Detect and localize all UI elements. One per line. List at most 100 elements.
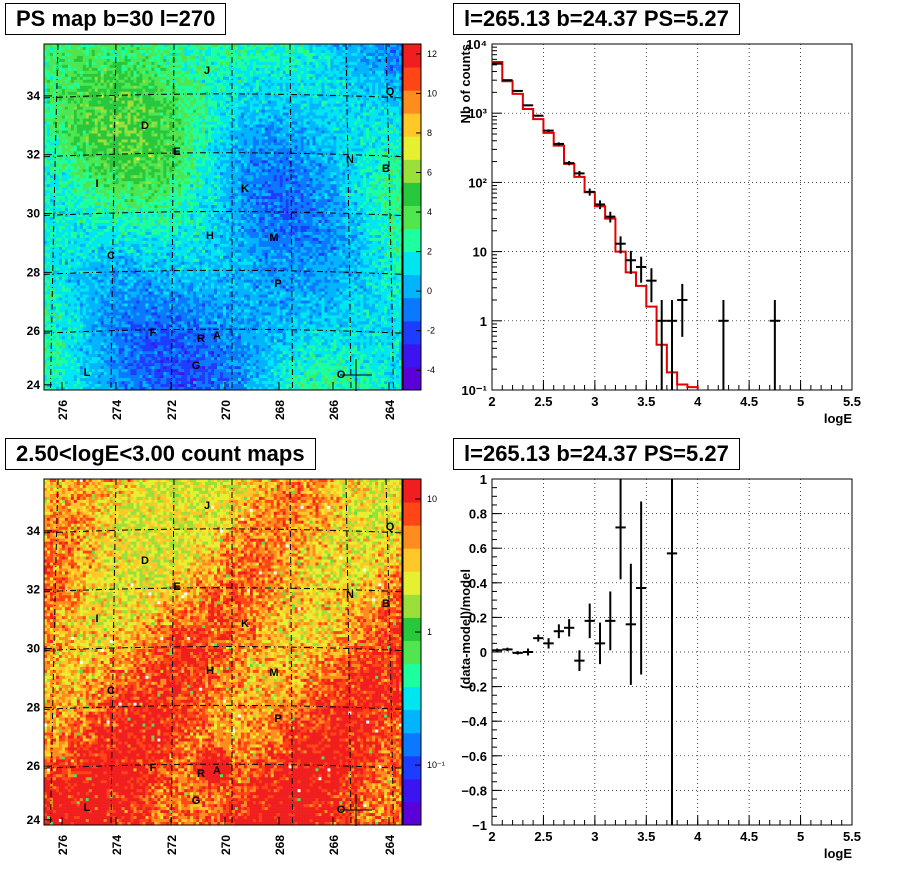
map-pixel — [118, 160, 122, 164]
map-pixel — [127, 100, 131, 104]
map-pixel — [67, 139, 72, 143]
map-pixel — [240, 112, 245, 116]
map-pixel — [309, 85, 313, 90]
map-pixel — [124, 136, 128, 140]
map-pixel — [55, 133, 60, 137]
map-pixel — [91, 55, 96, 60]
map-pixel — [44, 133, 48, 137]
map-pixel — [154, 109, 158, 113]
map-pixel — [315, 130, 319, 134]
map-pixel — [393, 55, 397, 60]
map-pixel — [154, 124, 158, 128]
map-pixel — [166, 97, 170, 101]
map-pixel — [151, 142, 155, 146]
map-pixel — [49, 52, 54, 57]
map-pixel — [70, 160, 75, 164]
map-pixel — [297, 91, 301, 95]
map-pixel — [106, 148, 110, 152]
map-pixel — [348, 76, 352, 81]
map-pixel — [106, 85, 110, 90]
map-pixel — [279, 91, 283, 95]
map-pixel — [190, 163, 194, 167]
map-pixel — [357, 160, 361, 164]
map-pixel — [306, 160, 310, 164]
map-pixel — [223, 85, 227, 90]
map-pixel — [381, 145, 385, 149]
map-pixel — [79, 118, 84, 122]
map-pixel — [228, 121, 233, 125]
map-pixel — [249, 139, 254, 143]
map-pixel — [363, 106, 367, 110]
map-pixel — [79, 82, 84, 87]
map-pixel — [46, 121, 51, 125]
map-pixel — [121, 133, 125, 137]
map-pixel — [157, 148, 161, 152]
map-pixel — [381, 61, 385, 66]
map-pixel — [118, 73, 122, 78]
map-pixel — [178, 46, 182, 51]
map-pixel — [270, 124, 275, 128]
map-pixel — [94, 139, 98, 143]
map-pixel — [330, 112, 334, 116]
map-pixel — [202, 91, 206, 95]
map-pixel — [148, 97, 152, 101]
map-pixel — [267, 157, 272, 161]
map-pixel — [243, 58, 248, 63]
map-pixel — [255, 103, 260, 107]
map-pixel — [237, 58, 242, 63]
map-pixel — [142, 58, 146, 63]
map-pixel — [157, 136, 161, 140]
map-pixel — [330, 109, 334, 113]
map-pixel — [142, 85, 146, 90]
map-pixel — [237, 97, 242, 101]
map-pixel — [91, 106, 96, 110]
map-pixel — [64, 82, 69, 87]
map-pixel — [109, 154, 113, 158]
map-pixel — [393, 118, 397, 122]
map-pixel — [175, 163, 179, 167]
map-pixel — [46, 139, 51, 143]
map-pixel — [208, 106, 212, 110]
map-pixel — [303, 154, 307, 158]
map-pixel — [118, 166, 122, 170]
map-pixel — [79, 73, 84, 78]
map-pixel — [139, 52, 143, 57]
map-pixel — [88, 112, 93, 116]
map-pixel — [399, 61, 403, 66]
map-pixel — [76, 112, 81, 116]
map-pixel — [127, 97, 131, 101]
map-pixel — [97, 112, 101, 116]
map-pixel — [270, 157, 275, 161]
map-pixel — [70, 58, 75, 63]
map-pixel — [273, 154, 277, 158]
map-pixel — [214, 55, 218, 60]
map-pixel — [97, 160, 101, 164]
map-pixel — [288, 88, 292, 93]
map-pixel — [136, 91, 140, 95]
map-pixel — [372, 121, 376, 125]
map-pixel — [148, 163, 152, 167]
map-pixel — [133, 76, 137, 81]
map-pixel — [297, 76, 301, 81]
map-pixel — [378, 133, 382, 137]
map-pixel — [160, 154, 164, 158]
map-pixel — [363, 157, 367, 161]
map-pixel — [145, 82, 149, 87]
map-pixel — [228, 157, 233, 161]
map-pixel — [223, 136, 227, 140]
map-pixel — [139, 124, 143, 128]
map-pixel — [396, 55, 400, 60]
map-pixel — [231, 58, 236, 63]
map-pixel — [315, 44, 319, 48]
map-pixel — [342, 121, 346, 125]
map-pixel — [276, 67, 280, 72]
map-pixel — [73, 121, 78, 125]
map-pixel — [133, 154, 137, 158]
map-pixel — [333, 136, 337, 140]
map-pixel — [205, 58, 209, 63]
map-pixel — [220, 79, 224, 84]
map-pixel — [348, 94, 352, 98]
map-pixel — [237, 142, 242, 146]
map-pixel — [205, 94, 209, 98]
map-pixel — [44, 97, 48, 101]
